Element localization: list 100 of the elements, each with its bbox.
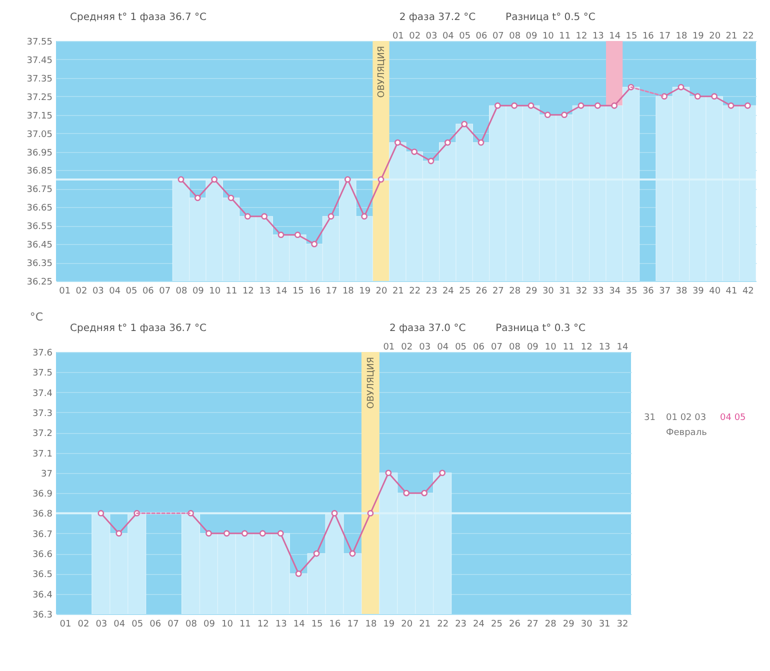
x2-tick-label: 19 bbox=[692, 32, 704, 42]
x-tick-label: 08 bbox=[176, 286, 188, 296]
point bbox=[241, 530, 248, 537]
point bbox=[211, 176, 218, 183]
point bbox=[206, 530, 212, 537]
y-tick-label: 37.15 bbox=[26, 111, 52, 122]
y-tick-label: 36.8 bbox=[32, 510, 53, 520]
x2-tick-label: 07 bbox=[492, 32, 504, 42]
x2-tick-label: 20 bbox=[709, 32, 721, 42]
x-tick-label: 39 bbox=[692, 286, 704, 296]
x-tick-label: 11 bbox=[239, 620, 251, 630]
x-tick-label: 05 bbox=[132, 620, 144, 630]
x-tick-label: 08 bbox=[186, 620, 198, 630]
x2-tick-label: 05 bbox=[459, 32, 471, 42]
x-tick-label: 12 bbox=[257, 620, 269, 630]
point bbox=[694, 93, 701, 100]
x2-tick-label: 10 bbox=[544, 342, 557, 352]
point bbox=[313, 550, 320, 557]
point bbox=[361, 213, 368, 220]
x2-tick-label: 12 bbox=[576, 32, 588, 42]
y-tick-label: 37.25 bbox=[26, 92, 52, 103]
x-tick-label: 02 bbox=[76, 286, 88, 296]
y-tick-label: 36.6 bbox=[32, 550, 53, 560]
y-tick-label: 36.4 bbox=[32, 590, 53, 600]
x2-tick-label: 01 bbox=[383, 342, 395, 352]
x-tick-label: 20 bbox=[401, 620, 413, 630]
text: Разница t° 0.3 °C bbox=[496, 323, 586, 334]
x-tick-label: 24 bbox=[442, 286, 454, 296]
x-tick-label: 27 bbox=[492, 286, 504, 296]
x2-tick-label: 12 bbox=[580, 342, 592, 352]
x2-tick-label: 13 bbox=[598, 342, 610, 352]
y-tick-label: 36.75 bbox=[26, 185, 52, 196]
x-tick-label: 13 bbox=[275, 620, 287, 630]
x2-tick-label: 06 bbox=[476, 32, 488, 42]
x-tick-label: 29 bbox=[562, 620, 575, 630]
text: 2 фаза 37.2 °C bbox=[399, 12, 476, 23]
y-tick-label: 37.2 bbox=[32, 429, 52, 440]
point bbox=[331, 510, 338, 516]
x-tick-label: 19 bbox=[383, 620, 395, 630]
x-tick-label: 09 bbox=[192, 286, 204, 296]
x-tick-label: 23 bbox=[426, 286, 438, 296]
x-tick-label: 17 bbox=[326, 286, 338, 296]
band-label: ОВУЛЯЦИЯ bbox=[366, 357, 376, 409]
x-tick-label: 13 bbox=[259, 286, 271, 296]
x2-tick-label: 08 bbox=[509, 32, 521, 42]
point bbox=[261, 213, 268, 220]
text: 31 bbox=[644, 413, 656, 423]
text: Разница t° 0.5 °C bbox=[506, 12, 596, 23]
x-tick-label: 04 bbox=[114, 620, 126, 630]
y-tick-label: 37.6 bbox=[32, 348, 53, 358]
text: Февраль bbox=[666, 428, 707, 438]
x-tick-label: 18 bbox=[342, 286, 354, 296]
x-tick-label: 16 bbox=[329, 620, 342, 630]
y-tick-label: 36.3 bbox=[32, 610, 52, 620]
point bbox=[367, 510, 374, 516]
x-tick-label: 22 bbox=[437, 620, 449, 630]
y-tick-label: 37.3 bbox=[32, 408, 52, 419]
x-tick-label: 16 bbox=[309, 286, 321, 296]
point bbox=[444, 139, 451, 146]
x-tick-label: 05 bbox=[126, 286, 138, 296]
y-tick-label: 36.55 bbox=[26, 222, 52, 232]
point bbox=[578, 102, 584, 109]
point bbox=[411, 148, 418, 155]
x-tick-label: 30 bbox=[542, 286, 554, 296]
x2-tick-label: 14 bbox=[609, 32, 621, 42]
x-tick-label: 40 bbox=[709, 286, 721, 296]
point bbox=[544, 112, 551, 118]
x-tick-label: 23 bbox=[455, 620, 467, 630]
y-tick-label: 37.55 bbox=[26, 38, 52, 48]
point bbox=[349, 550, 356, 557]
y-tick-label: 37.5 bbox=[32, 368, 52, 379]
point bbox=[98, 510, 104, 516]
point bbox=[224, 530, 230, 537]
x2-tick-label: 18 bbox=[676, 32, 688, 42]
x-tick-label: 11 bbox=[226, 286, 238, 296]
x-tick-label: 28 bbox=[544, 620, 557, 630]
x-tick-label: 17 bbox=[347, 620, 359, 630]
point bbox=[116, 530, 122, 537]
y-tick-label: 36.65 bbox=[26, 204, 52, 214]
x2-tick-label: 22 bbox=[742, 32, 754, 42]
x-tick-label: 22 bbox=[409, 286, 421, 296]
x-tick-label: 12 bbox=[242, 286, 254, 296]
x-tick-label: 14 bbox=[293, 620, 306, 630]
x2-tick-label: 13 bbox=[592, 32, 604, 42]
y-tick-label: 36.9 bbox=[32, 490, 53, 500]
x-tick-label: 32 bbox=[576, 286, 588, 296]
point bbox=[295, 570, 302, 577]
text: 04 05 bbox=[720, 413, 746, 423]
x-tick-label: 03 bbox=[96, 620, 108, 630]
x2-tick-label: 06 bbox=[473, 342, 485, 352]
x-tick-label: 24 bbox=[473, 620, 485, 630]
y-tick-label: 36.45 bbox=[26, 240, 52, 251]
point bbox=[403, 490, 410, 496]
x2-tick-label: 04 bbox=[437, 342, 449, 352]
x-tick-label: 01 bbox=[60, 620, 72, 630]
x-tick-label: 10 bbox=[221, 620, 234, 630]
point bbox=[278, 232, 284, 238]
x-tick-label: 31 bbox=[598, 620, 610, 630]
x2-tick-label: 01 bbox=[392, 32, 404, 42]
x-tick-label: 14 bbox=[276, 286, 288, 296]
